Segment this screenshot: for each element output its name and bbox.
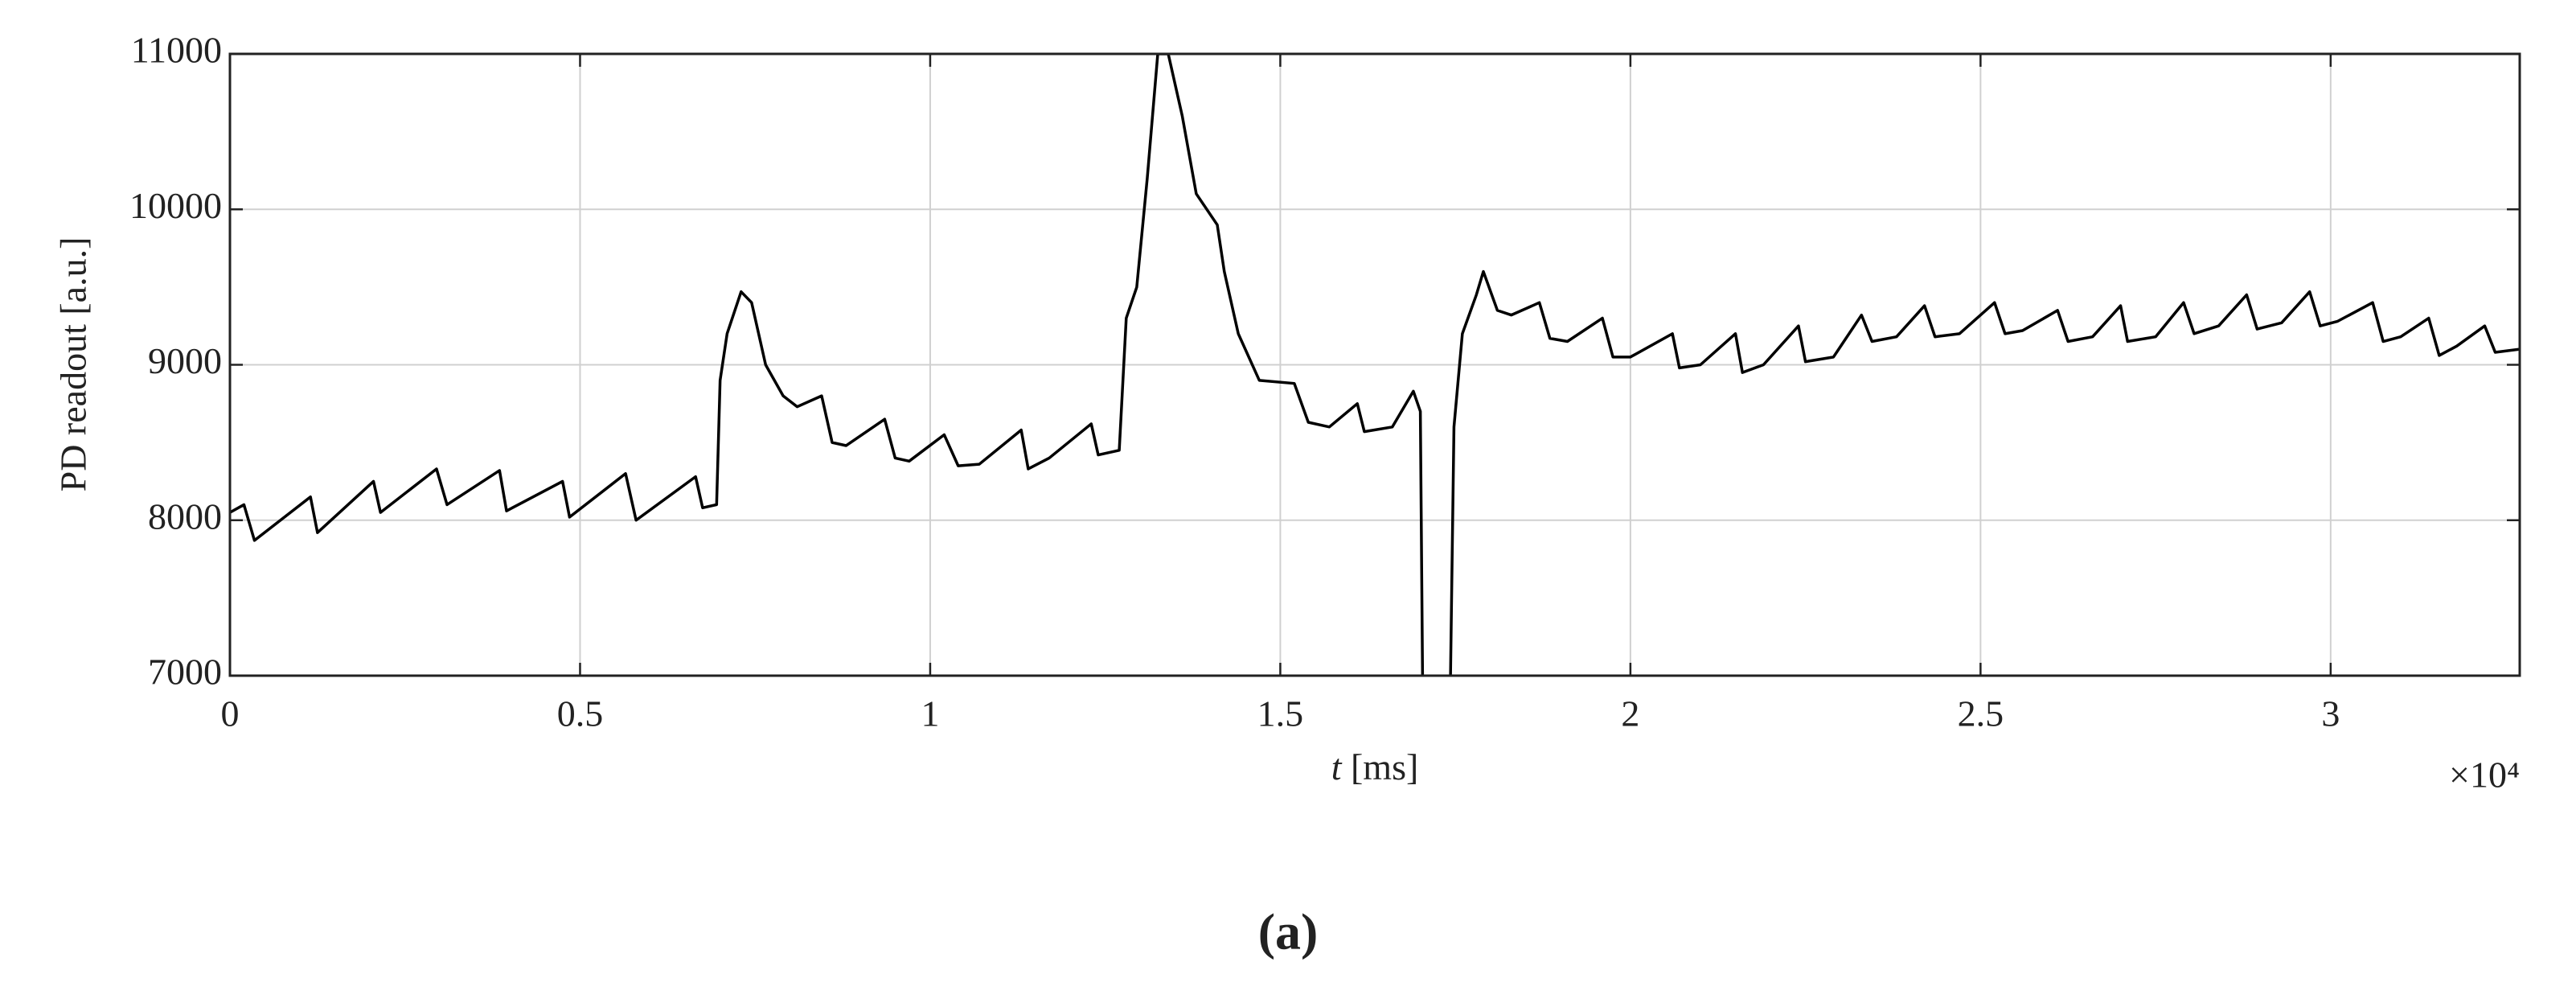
y-axis-label: PD readout [a.u.] <box>53 237 94 492</box>
data-line <box>230 54 2520 676</box>
x-tick-label: 0.5 <box>557 693 604 734</box>
x-tick-label: 0 <box>221 693 240 734</box>
y-tick-label: 8000 <box>148 495 222 537</box>
x-axis-unit: [ms] <box>1351 746 1418 787</box>
x-tick-label: 1 <box>921 693 939 734</box>
y-tick-label: 9000 <box>148 340 222 381</box>
x-axis-label: t [ms] <box>1331 746 1419 787</box>
y-tick-label: 11000 <box>131 30 222 71</box>
y-tick-label: 7000 <box>148 652 222 693</box>
x-tick-label: 2 <box>1621 693 1639 734</box>
x-tick-label: 2.5 <box>1958 693 2004 734</box>
x-tick-label: 3 <box>2321 693 2340 734</box>
x-axis-symbol: t <box>1331 746 1343 787</box>
caption: (a) <box>1258 903 1319 960</box>
y-tick-label: 10000 <box>129 185 222 226</box>
x-multiplier: ×10⁴ <box>2449 754 2520 796</box>
x-tick-label: 1.5 <box>1257 693 1304 734</box>
